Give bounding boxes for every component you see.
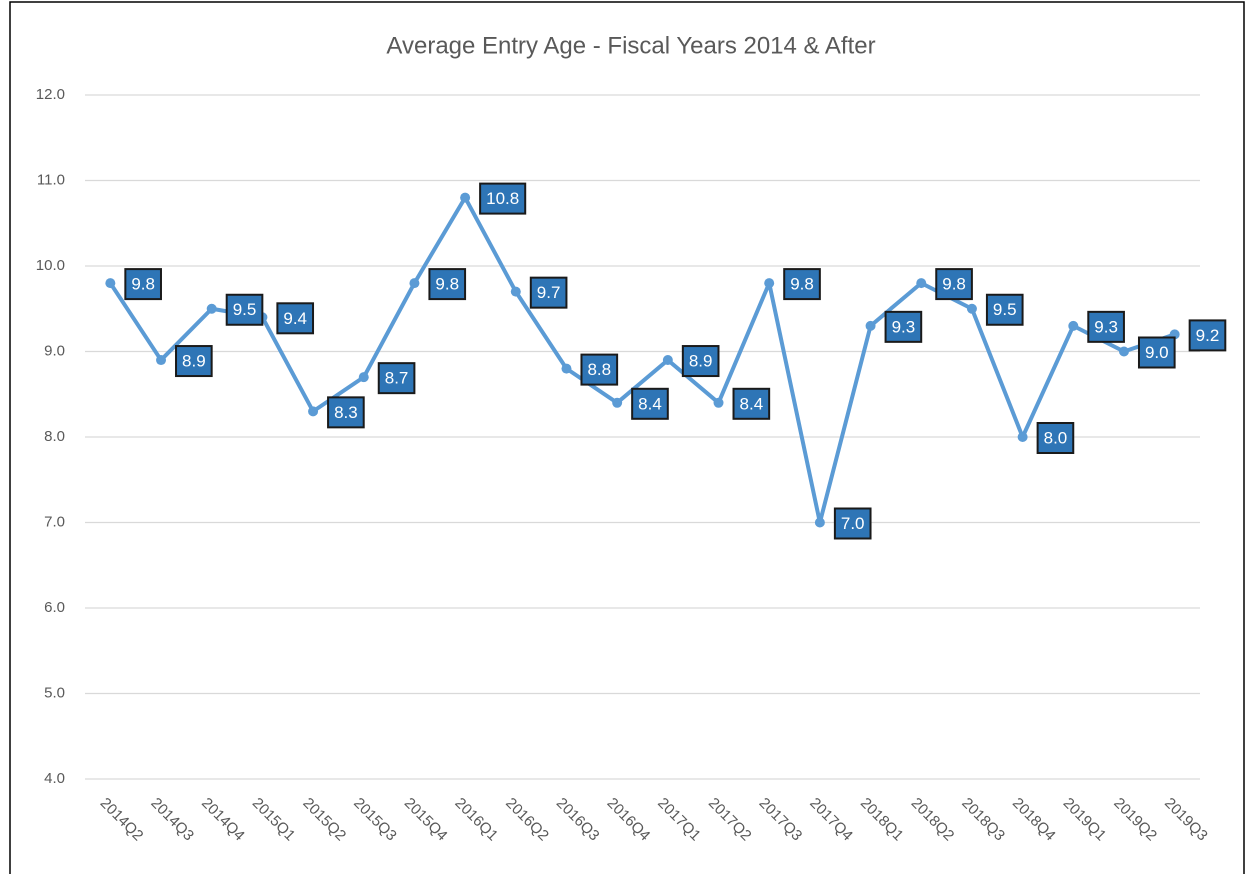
- data-label-box: [327, 396, 365, 429]
- data-point: [612, 397, 623, 408]
- data-label-box: [479, 182, 527, 215]
- data-label: 9.4: [283, 309, 307, 328]
- data-label-box: [175, 345, 213, 378]
- data-label-box: [1188, 319, 1227, 352]
- data-label: 9.0: [1145, 343, 1169, 362]
- data-label: 8.3: [334, 403, 358, 422]
- y-tick-label: 9.0: [44, 342, 65, 359]
- x-tick-label: 2019Q2: [1110, 795, 1160, 845]
- data-label: 10.8: [486, 189, 519, 208]
- data-label: 9.8: [790, 275, 814, 294]
- data-label-box: [1087, 310, 1125, 343]
- data-label-box: [428, 268, 467, 301]
- data-label: 8.9: [182, 352, 206, 371]
- y-tick-label: 12.0: [36, 86, 65, 103]
- x-tick-label: 2018Q2: [908, 795, 958, 845]
- data-point: [1118, 346, 1129, 357]
- y-tick-label: 4.0: [44, 770, 65, 787]
- data-point: [510, 286, 521, 297]
- data-label-box: [732, 387, 771, 420]
- data-label-box: [985, 293, 1024, 326]
- x-tick-label: 2018Q3: [958, 795, 1008, 845]
- data-point: [662, 355, 673, 366]
- data-label: 7.0: [841, 514, 865, 533]
- data-label: 9.8: [435, 275, 459, 294]
- data-label: 9.3: [892, 317, 916, 336]
- data-label: 9.8: [131, 275, 155, 294]
- data-point: [916, 278, 927, 289]
- data-label: 8.7: [385, 369, 409, 388]
- data-point: [814, 517, 825, 528]
- x-tick-label: 2016Q3: [553, 795, 603, 845]
- x-tick-label: 2014Q3: [147, 795, 197, 845]
- data-point: [966, 303, 977, 314]
- x-tick-label: 2018Q4: [1009, 795, 1059, 845]
- y-tick-label: 8.0: [44, 428, 65, 445]
- data-label-box: [783, 268, 821, 301]
- x-tick-label: 2018Q1: [857, 795, 907, 845]
- data-label-box: [276, 302, 315, 335]
- x-tick-label: 2016Q2: [502, 795, 552, 845]
- y-tick-label: 7.0: [44, 513, 65, 530]
- data-label: 9.2: [1196, 326, 1220, 345]
- x-tick-label: 2016Q4: [604, 795, 654, 845]
- x-tick-label: 2017Q2: [705, 795, 755, 845]
- data-point: [713, 397, 724, 408]
- data-label-box: [1036, 422, 1075, 454]
- data-point: [105, 278, 116, 289]
- x-tick-label: 2014Q4: [198, 795, 248, 845]
- data-label: 8.8: [587, 360, 611, 379]
- data-label: 9.5: [993, 300, 1017, 319]
- data-label: 8.0: [1044, 428, 1068, 447]
- data-label-box: [631, 387, 669, 420]
- data-point: [308, 406, 319, 417]
- data-label: 8.4: [740, 394, 764, 413]
- data-point: [358, 372, 369, 383]
- x-tick-label: 2017Q3: [756, 795, 806, 845]
- data-label-box: [1137, 336, 1176, 369]
- data-label-box: [884, 310, 923, 343]
- data-label-box: [225, 293, 264, 326]
- data-label-box: [377, 362, 416, 395]
- data-label: 9.5: [233, 300, 257, 319]
- data-label: 9.8: [942, 275, 966, 294]
- chart-border: [9, 1, 1245, 874]
- data-point: [1017, 432, 1028, 442]
- x-tick-label: 2017Q4: [806, 795, 856, 845]
- data-point: [764, 278, 775, 289]
- y-tick-label: 10.0: [36, 257, 65, 274]
- x-tick-label: 2019Q1: [1060, 795, 1110, 845]
- x-tick-label: 2016Q1: [451, 795, 501, 845]
- x-tick-label: 2015Q2: [299, 795, 349, 845]
- data-point: [156, 355, 167, 366]
- y-tick-label: 5.0: [44, 684, 65, 701]
- data-label: 9.3: [1094, 317, 1118, 336]
- data-point: [561, 363, 572, 374]
- data-label-box: [580, 353, 619, 386]
- x-tick-label: 2017Q1: [654, 795, 704, 845]
- chart-title: Average Entry Age - Fiscal Years 2014 & …: [386, 32, 875, 59]
- data-label-box: [681, 345, 720, 378]
- y-tick-label: 6.0: [44, 599, 65, 616]
- series-line: [108, 195, 1176, 525]
- data-label-box: [124, 268, 162, 301]
- x-tick-label: 2015Q3: [350, 795, 400, 845]
- x-tick-label: 2015Q1: [249, 795, 299, 845]
- x-tick-label: 2015Q4: [401, 795, 451, 845]
- data-point: [865, 320, 876, 331]
- x-tick-label: 2014Q2: [97, 795, 147, 845]
- data-point: [460, 192, 471, 203]
- data-point: [1068, 320, 1079, 331]
- data-point: [206, 303, 217, 314]
- data-point: [409, 278, 420, 289]
- data-label-box: [935, 268, 973, 301]
- data-label-box: [529, 276, 568, 309]
- data-label: 8.9: [689, 352, 713, 371]
- y-tick-label: 11.0: [37, 171, 65, 188]
- data-label: 8.4: [638, 394, 662, 413]
- x-tick-label: 2019Q3: [1161, 795, 1211, 845]
- data-label-box: [833, 507, 872, 540]
- data-label: 9.7: [537, 283, 561, 302]
